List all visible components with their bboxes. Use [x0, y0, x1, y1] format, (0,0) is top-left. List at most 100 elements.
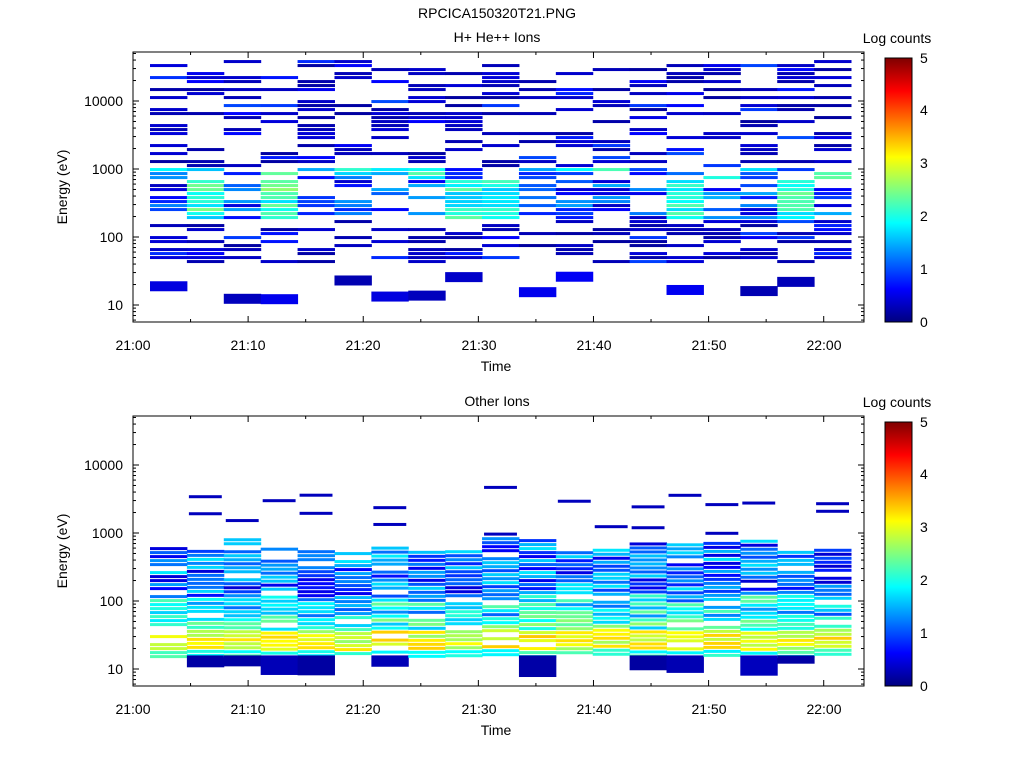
colorbar-tick-4: 4 [920, 102, 928, 118]
heatmap-cell [814, 624, 852, 628]
heatmap-cell [814, 224, 852, 228]
heatmap-cell [186, 216, 225, 220]
heatmap-cell [666, 80, 704, 84]
heatmap-cell [445, 622, 483, 626]
heatmap-cell [408, 650, 446, 654]
heatmap-cell [334, 652, 372, 656]
heatmap-cell [371, 108, 409, 112]
heatmap-cell [297, 128, 335, 132]
heatmap-cell [186, 92, 225, 96]
heatmap-cell [223, 610, 262, 614]
heatmap-cell [629, 160, 668, 164]
heatmap-cell [629, 634, 668, 638]
heatmap-cell [334, 572, 372, 576]
heatmap-cell [703, 232, 741, 236]
heatmap-cell [816, 509, 849, 513]
heatmap-cell [260, 599, 299, 603]
heatmap-cell [260, 639, 299, 643]
heatmap-cell [629, 622, 668, 626]
heatmap-cell [150, 559, 188, 563]
heatmap-cell [518, 611, 557, 615]
heatmap-cell [555, 192, 594, 196]
heatmap-cell [150, 168, 188, 172]
heatmap-cell [814, 608, 852, 612]
axis-ticks [132, 416, 864, 686]
heatmap-cell [260, 643, 299, 647]
heatmap-cell [482, 160, 520, 164]
heatmap-cell [223, 164, 262, 168]
heatmap-cell [666, 260, 704, 264]
heatmap-cell [223, 200, 262, 204]
heatmap-cell [703, 577, 741, 581]
heatmap-cell [186, 573, 225, 577]
heatmap-cell [740, 639, 778, 643]
heatmap-cell [740, 212, 778, 216]
heatmap-cell [150, 647, 188, 651]
heatmap-cell [518, 88, 557, 92]
x-tick-label-2150: 21:50 [691, 337, 726, 353]
heatmap-cell [260, 607, 299, 611]
heatmap-cell [703, 617, 741, 621]
heatmap-cell [777, 630, 815, 634]
heatmap-cell [371, 100, 409, 104]
heatmap-cell [482, 212, 520, 216]
heatmap-cell [592, 68, 631, 72]
heatmap-cell [740, 559, 778, 563]
heatmap-cell [371, 650, 409, 654]
heatmap-cell [629, 68, 668, 72]
heatmap-cell [223, 578, 262, 582]
heatmap-cell [666, 603, 704, 607]
heatmap-cell [297, 630, 335, 634]
heatmap-cell [777, 236, 815, 240]
heatmap-cell [740, 551, 778, 555]
heatmap-cell [592, 572, 631, 576]
heatmap-cell [445, 180, 483, 184]
heatmap-cell [740, 631, 778, 635]
heatmap-cell [777, 184, 815, 188]
heatmap-cell [814, 60, 852, 64]
heatmap-cell [334, 200, 372, 204]
heatmap-cell [482, 605, 520, 609]
heatmap-cell [482, 637, 520, 641]
heatmap-cell [260, 559, 299, 563]
heatmap-cell [592, 88, 631, 92]
heatmap-cell [592, 620, 631, 624]
heatmap-cell [408, 586, 446, 590]
heatmap-cell [666, 136, 704, 140]
heatmap-cell [705, 503, 739, 507]
heatmap-cell [592, 644, 631, 648]
heatmap-cell [186, 204, 225, 208]
heatmap-cell [260, 603, 299, 607]
heatmap-cell [740, 236, 778, 240]
heatmap-cell [777, 638, 815, 642]
heatmap-cell [814, 548, 852, 552]
heatmap-cell [555, 220, 594, 224]
heatmap-cell [482, 188, 520, 192]
heatmap-cell [223, 554, 262, 558]
heatmap-cell [555, 627, 594, 631]
heatmap-cell [703, 96, 741, 100]
heatmap-cell [371, 172, 409, 176]
heatmap-cell [186, 557, 225, 561]
x-tick-label-2140: 21:40 [576, 701, 611, 717]
heatmap-cell [555, 643, 594, 647]
heatmap-cell [334, 244, 372, 248]
heatmap-cell [408, 646, 446, 650]
heatmap-cell [371, 638, 409, 642]
heatmap-cell [445, 642, 483, 646]
heatmap-cell [555, 555, 594, 559]
heatmap-cell [518, 579, 557, 583]
heatmap-cell [186, 148, 225, 152]
heatmap-cell [445, 200, 483, 204]
heatmap-cell [777, 590, 815, 594]
heatmap-cell [814, 176, 852, 180]
heatmap-cell [629, 216, 668, 220]
heatmap-cell [445, 594, 483, 598]
heatmap-cell [740, 539, 778, 543]
heatmap-cell [629, 642, 668, 646]
heatmap-cell [260, 240, 299, 244]
heatmap-cell [777, 200, 815, 204]
heatmap-cell [297, 626, 335, 630]
heatmap-cell [518, 244, 557, 248]
heatmap-cell [555, 204, 594, 208]
